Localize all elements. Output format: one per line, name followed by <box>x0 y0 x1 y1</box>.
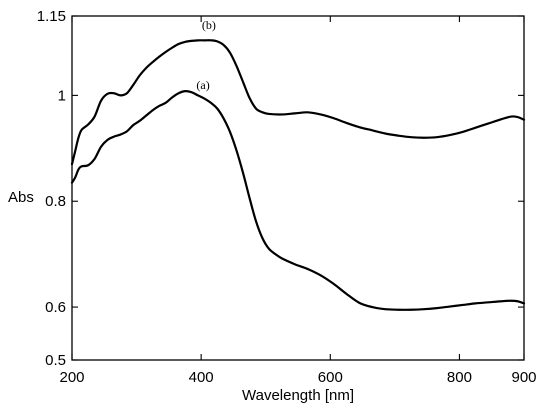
x-tick-label-400: 400 <box>189 369 214 386</box>
series-line-1 <box>70 39 526 166</box>
x-tick-label-900: 900 <box>511 369 536 386</box>
axis-ticks <box>71 15 525 361</box>
x-tick-label-800: 800 <box>447 369 472 386</box>
y-tick-label-1: 1 <box>58 87 66 104</box>
y-tick-label-0.6: 0.6 <box>45 299 66 316</box>
series-line-0 <box>70 90 526 311</box>
y-tick-label-1.15: 1.15 <box>37 8 66 25</box>
y-tick-label-0.8: 0.8 <box>45 193 66 210</box>
series-annotation: (a) <box>196 78 209 92</box>
x-axis-label: Wavelength [nm] <box>242 387 354 404</box>
y-tick-label-0.5: 0.5 <box>45 352 66 369</box>
series-layer <box>70 39 526 311</box>
plot-frame <box>71 15 525 361</box>
series-annotation: (b) <box>202 18 216 32</box>
x-tick-label-600: 600 <box>318 369 343 386</box>
axis-tick-labels: 200 400 600 800 900 0.5 0.6 0.8 1 1.15 <box>37 8 537 386</box>
annotation-layer: (b) (a) <box>196 18 215 92</box>
x-tick-label-200: 200 <box>59 369 84 386</box>
y-axis-label: Abs <box>8 189 34 206</box>
